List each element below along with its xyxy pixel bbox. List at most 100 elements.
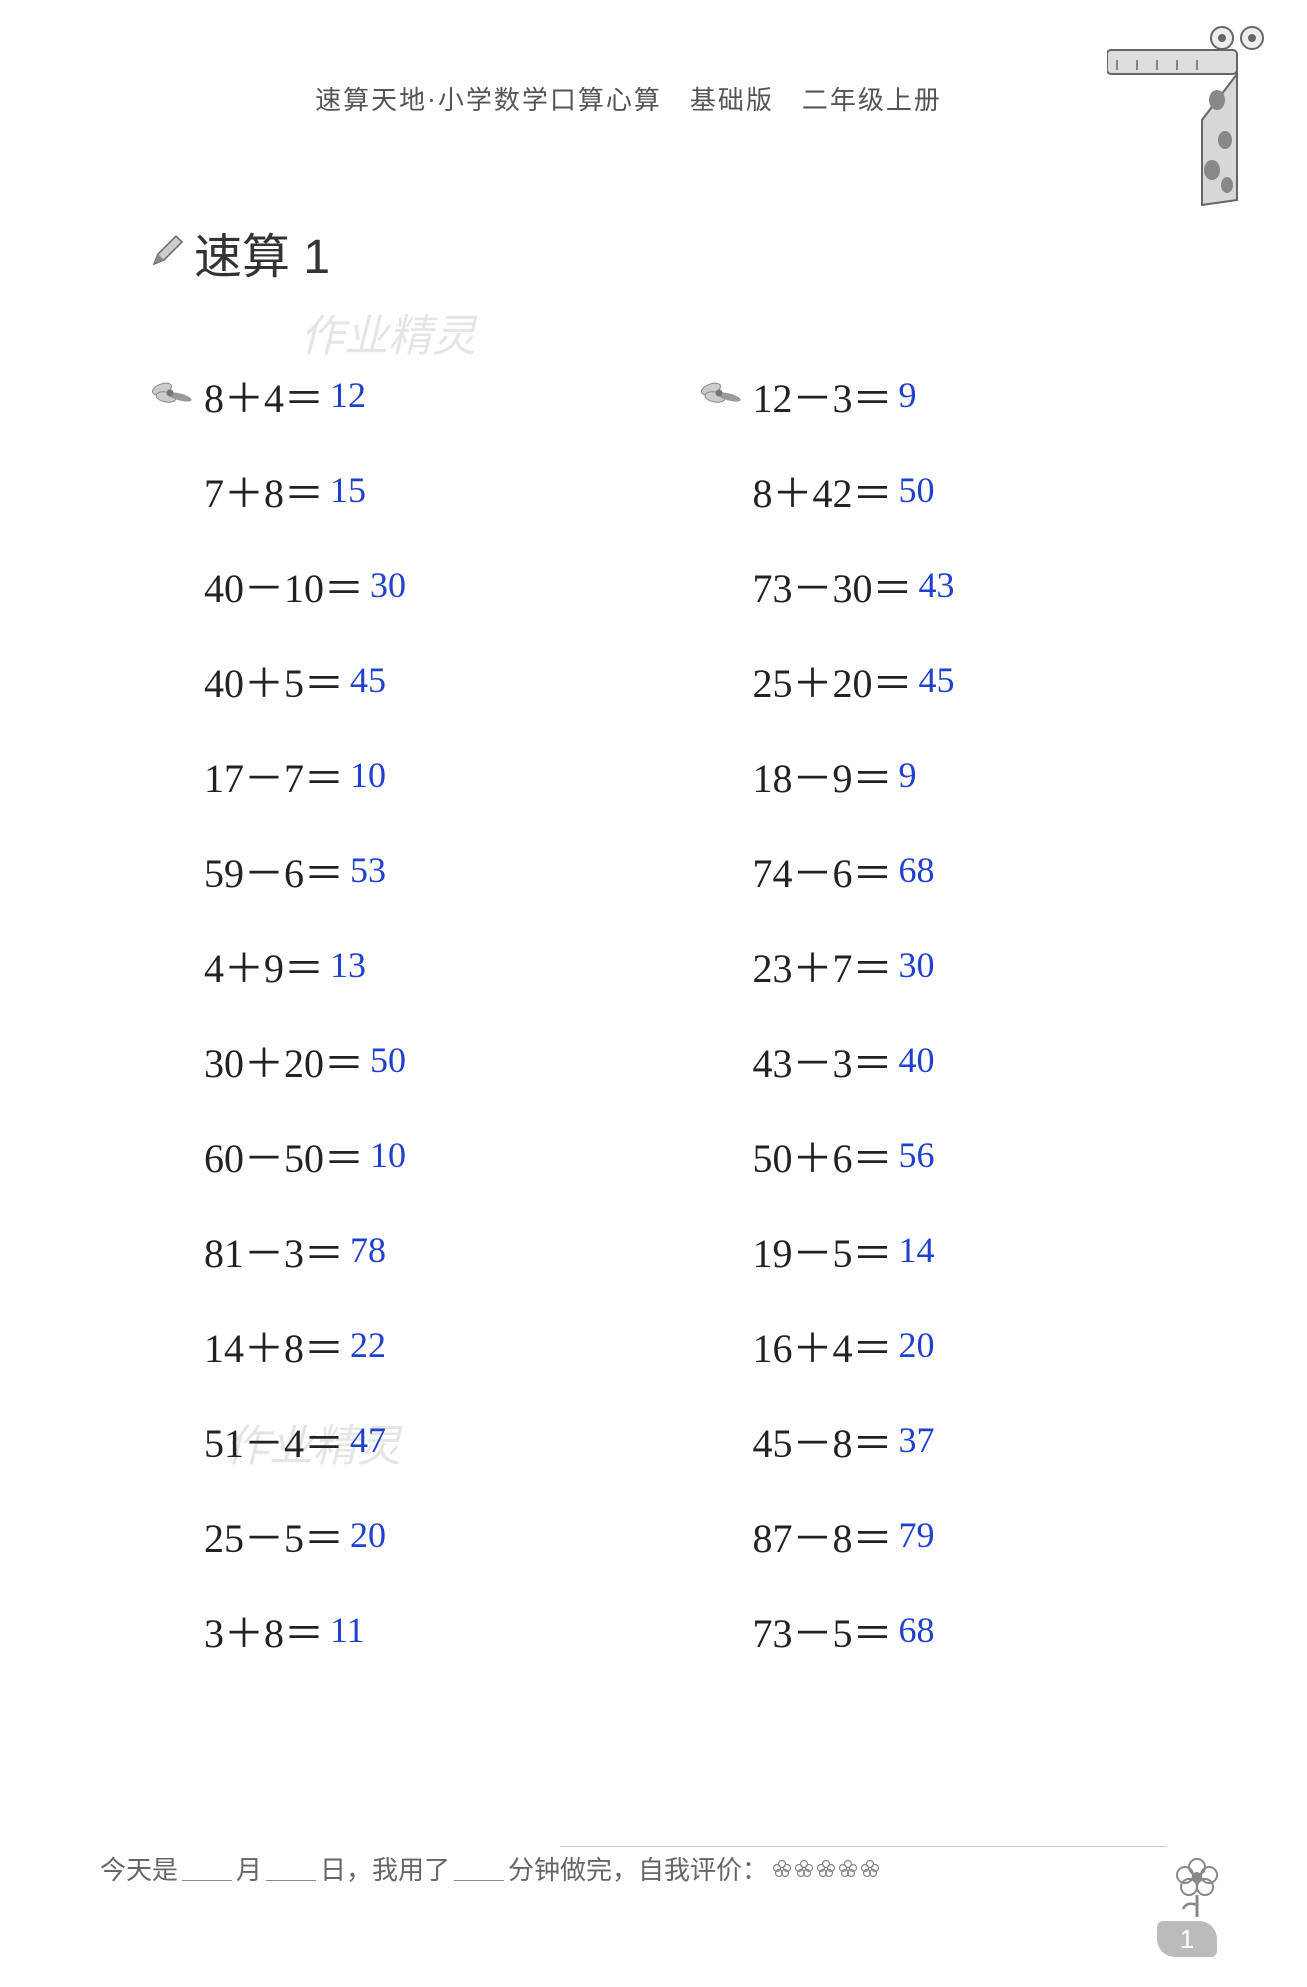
math-problem: 12－3＝9 bbox=[699, 347, 1168, 442]
footer-minutes: 分钟做完，自我评价： bbox=[508, 1850, 768, 1887]
problem-answer: 68 bbox=[899, 1609, 935, 1651]
problem-expression: 4＋9＝ bbox=[204, 936, 324, 994]
problem-expression: 3＋8＝ bbox=[204, 1601, 324, 1659]
math-problem: 3＋8＝11 bbox=[150, 1582, 619, 1677]
problem-expression: 51－4＝ bbox=[204, 1411, 344, 1469]
problem-answer: 37 bbox=[899, 1419, 935, 1461]
page-number-badge: 1 bbox=[1157, 1921, 1217, 1957]
math-problem: 87－8＝79 bbox=[699, 1487, 1168, 1582]
problem-expression: 50＋6＝ bbox=[753, 1126, 893, 1184]
problem-answer: 53 bbox=[350, 849, 386, 891]
problem-answer: 10 bbox=[350, 754, 386, 796]
math-problem: 60－50＝10 bbox=[150, 1107, 619, 1202]
math-problem: 59－6＝53 bbox=[150, 822, 619, 917]
problem-expression: 45－8＝ bbox=[753, 1411, 893, 1469]
problem-expression: 23＋7＝ bbox=[753, 936, 893, 994]
problem-answer: 50 bbox=[899, 469, 935, 511]
problem-answer: 79 bbox=[899, 1514, 935, 1556]
rating-flower-icon[interactable] bbox=[772, 1859, 792, 1879]
month-blank[interactable] bbox=[182, 1857, 232, 1881]
problem-expression: 74－6＝ bbox=[753, 841, 893, 899]
section-title: 速算 1 bbox=[194, 217, 330, 287]
dragonfly-icon bbox=[699, 377, 745, 413]
problem-answer: 15 bbox=[330, 469, 366, 511]
page-header: 速算天地·小学数学口算心算 基础版 二年级上册 bbox=[140, 80, 1167, 117]
problem-expression: 17－7＝ bbox=[204, 746, 344, 804]
rating-flower-icon[interactable] bbox=[838, 1859, 858, 1879]
problem-expression: 30＋20＝ bbox=[204, 1031, 364, 1089]
problem-expression: 25－5＝ bbox=[204, 1506, 344, 1564]
section-title-row: 速算 1 bbox=[140, 217, 1167, 287]
rating-flower-icon[interactable] bbox=[860, 1859, 880, 1879]
math-problem: 45－8＝37 bbox=[699, 1392, 1168, 1487]
problem-expression: 60－50＝ bbox=[204, 1126, 364, 1184]
problem-expression: 18－9＝ bbox=[753, 746, 893, 804]
problem-answer: 56 bbox=[899, 1134, 935, 1176]
problem-answer: 50 bbox=[370, 1039, 406, 1081]
math-problem: 51－4＝47 bbox=[150, 1392, 619, 1487]
math-problem: 30＋20＝50 bbox=[150, 1012, 619, 1107]
math-problem: 8＋42＝50 bbox=[699, 442, 1168, 537]
problem-expression: 12－3＝ bbox=[753, 366, 893, 424]
problem-answer: 20 bbox=[350, 1514, 386, 1556]
problem-answer: 30 bbox=[899, 944, 935, 986]
problem-answer: 30 bbox=[370, 564, 406, 606]
problem-answer: 10 bbox=[370, 1134, 406, 1176]
problem-expression: 8＋4＝ bbox=[204, 366, 324, 424]
worksheet-page: 速算天地·小学数学口算心算 基础版 二年级上册 速算 1 作业精灵 作业精灵 8… bbox=[0, 0, 1307, 1987]
math-problem: 23＋7＝30 bbox=[699, 917, 1168, 1012]
math-problem: 8＋4＝12 bbox=[150, 347, 619, 442]
problem-expression: 73－5＝ bbox=[753, 1601, 893, 1659]
rating-flower-icon[interactable] bbox=[794, 1859, 814, 1879]
math-problem: 25－5＝20 bbox=[150, 1487, 619, 1582]
problem-answer: 43 bbox=[919, 564, 955, 606]
math-problem: 18－9＝9 bbox=[699, 727, 1168, 822]
math-problem: 16＋4＝20 bbox=[699, 1297, 1168, 1392]
math-problem: 17－7＝10 bbox=[150, 727, 619, 822]
math-problem: 4＋9＝13 bbox=[150, 917, 619, 1012]
math-problem: 19－5＝14 bbox=[699, 1202, 1168, 1297]
minutes-blank[interactable] bbox=[454, 1857, 504, 1881]
problem-answer: 68 bbox=[899, 849, 935, 891]
footer-divider bbox=[560, 1846, 1167, 1847]
problem-answer: 9 bbox=[899, 754, 917, 796]
problem-answer: 9 bbox=[899, 374, 917, 416]
problem-answer: 22 bbox=[350, 1324, 386, 1366]
problem-expression: 43－3＝ bbox=[753, 1031, 893, 1089]
math-problem: 73－30＝43 bbox=[699, 537, 1168, 632]
rating-stars bbox=[772, 1859, 880, 1879]
problem-answer: 47 bbox=[350, 1419, 386, 1461]
problem-expression: 16＋4＝ bbox=[753, 1316, 893, 1374]
problem-expression: 14＋8＝ bbox=[204, 1316, 344, 1374]
problem-expression: 81－3＝ bbox=[204, 1221, 344, 1279]
problem-expression: 8＋42＝ bbox=[753, 461, 893, 519]
problem-answer: 14 bbox=[899, 1229, 935, 1271]
problem-answer: 45 bbox=[919, 659, 955, 701]
math-problem: 25＋20＝45 bbox=[699, 632, 1168, 727]
problem-answer: 45 bbox=[350, 659, 386, 701]
math-problem: 40＋5＝45 bbox=[150, 632, 619, 727]
footer-month: 月 bbox=[236, 1850, 262, 1887]
math-problem: 73－5＝68 bbox=[699, 1582, 1168, 1677]
problem-expression: 40＋5＝ bbox=[204, 651, 344, 709]
problem-answer: 78 bbox=[350, 1229, 386, 1271]
footer-prefix: 今天是 bbox=[100, 1850, 178, 1887]
problem-expression: 73－30＝ bbox=[753, 556, 913, 614]
day-blank[interactable] bbox=[266, 1857, 316, 1881]
dragonfly-icon bbox=[150, 377, 196, 413]
problem-answer: 20 bbox=[899, 1324, 935, 1366]
math-problem: 14＋8＝22 bbox=[150, 1297, 619, 1392]
problems-container: 8＋4＝127＋8＝1540－10＝3040＋5＝4517－7＝1059－6＝5… bbox=[140, 347, 1167, 1677]
math-problem: 40－10＝30 bbox=[150, 537, 619, 632]
problem-expression: 40－10＝ bbox=[204, 556, 364, 614]
giraffe-decoration-icon bbox=[1107, 20, 1267, 210]
math-problem: 74－6＝68 bbox=[699, 822, 1168, 917]
footer-row: 今天是 月 日，我用了 分钟做完，自我评价： bbox=[100, 1850, 1167, 1887]
problem-expression: 59－6＝ bbox=[204, 841, 344, 899]
problem-expression: 87－8＝ bbox=[753, 1506, 893, 1564]
rating-flower-icon[interactable] bbox=[816, 1859, 836, 1879]
left-column: 8＋4＝127＋8＝1540－10＝3040＋5＝4517－7＝1059－6＝5… bbox=[150, 347, 619, 1677]
problem-expression: 19－5＝ bbox=[753, 1221, 893, 1279]
math-problem: 50＋6＝56 bbox=[699, 1107, 1168, 1202]
problem-expression: 7＋8＝ bbox=[204, 461, 324, 519]
